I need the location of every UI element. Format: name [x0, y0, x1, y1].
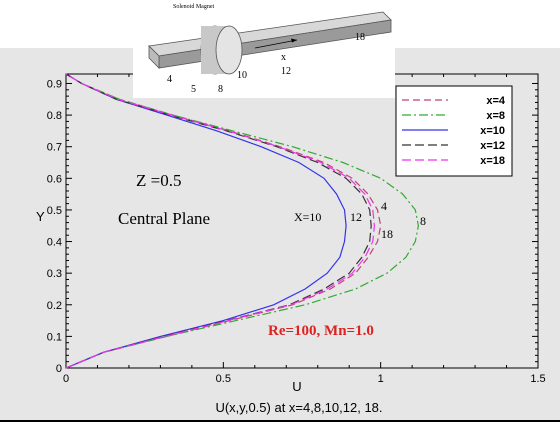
plane-annotation: Central Plane — [118, 209, 210, 228]
inset-label-18: 18 — [355, 32, 365, 43]
y-axis-label: Y — [36, 209, 45, 224]
x-direction-arrow — [254, 39, 298, 49]
x-tick-label: 0 — [63, 373, 69, 385]
x-tick-label: 1.5 — [530, 373, 545, 385]
magnet-front — [215, 25, 243, 75]
y-tick-label: 0.7 — [47, 142, 62, 154]
inset-title: Solenoid Magnet — [173, 4, 214, 10]
legend-label: x=8 — [486, 110, 505, 122]
y-tick-label: 0 — [56, 363, 62, 375]
series-line-x-10 — [65, 73, 347, 369]
tube-end — [148, 45, 160, 69]
solenoid-diagram: Solenoid Magnet x 4 5 8 10 12 18 — [148, 4, 392, 95]
legend-label: x=4 — [486, 95, 506, 107]
re-annotation: Re=100, Mn=1.0 — [268, 323, 374, 339]
series-line-x-18 — [65, 73, 376, 369]
legend-box — [395, 85, 513, 177]
x-axis-label: U — [292, 379, 301, 394]
x10-curve-label: X=10 — [294, 210, 321, 224]
y-tick-label: 0.1 — [47, 331, 62, 343]
y-tick-label: 0.9 — [47, 78, 62, 90]
y-tick-label: 0.5 — [47, 205, 62, 217]
x-tick-label: 1 — [378, 373, 384, 385]
legend-label: x=10 — [480, 125, 505, 137]
bottom-rule — [0, 420, 560, 422]
y-tick-label: 0.3 — [47, 268, 62, 280]
inset-axis-label: x — [281, 52, 286, 63]
legend-label: x=18 — [480, 155, 505, 167]
arrow-head — [291, 38, 297, 43]
legend-label: x=12 — [480, 140, 505, 152]
y-tick-label: 0.6 — [47, 173, 62, 185]
x12-curve-label: 12 — [350, 210, 362, 224]
inset-label-5: 5 — [191, 84, 196, 95]
inset-label-10: 10 — [237, 70, 247, 81]
inset-label-12: 12 — [281, 66, 291, 77]
x4-curve-label: 4 — [381, 199, 387, 213]
x8-curve-label: 8 — [420, 214, 426, 228]
solenoid-inset: Solenoid Magnet x 4 5 8 10 12 18 — [133, 0, 395, 98]
y-tick-label: 0.8 — [47, 110, 62, 122]
x18-curve-label: 18 — [381, 227, 393, 241]
y-tick-label: 0.2 — [47, 300, 62, 312]
chart-caption: U(x,y,0.5) at x=4,8,10,12, 18. — [215, 400, 382, 415]
y-tick-label: 0.4 — [47, 237, 62, 249]
inset-label-4: 4 — [167, 74, 172, 85]
x-tick-label: 0.5 — [216, 373, 231, 385]
inset-label-8: 8 — [218, 84, 223, 95]
z-annotation: Z =0.5 — [136, 171, 181, 190]
